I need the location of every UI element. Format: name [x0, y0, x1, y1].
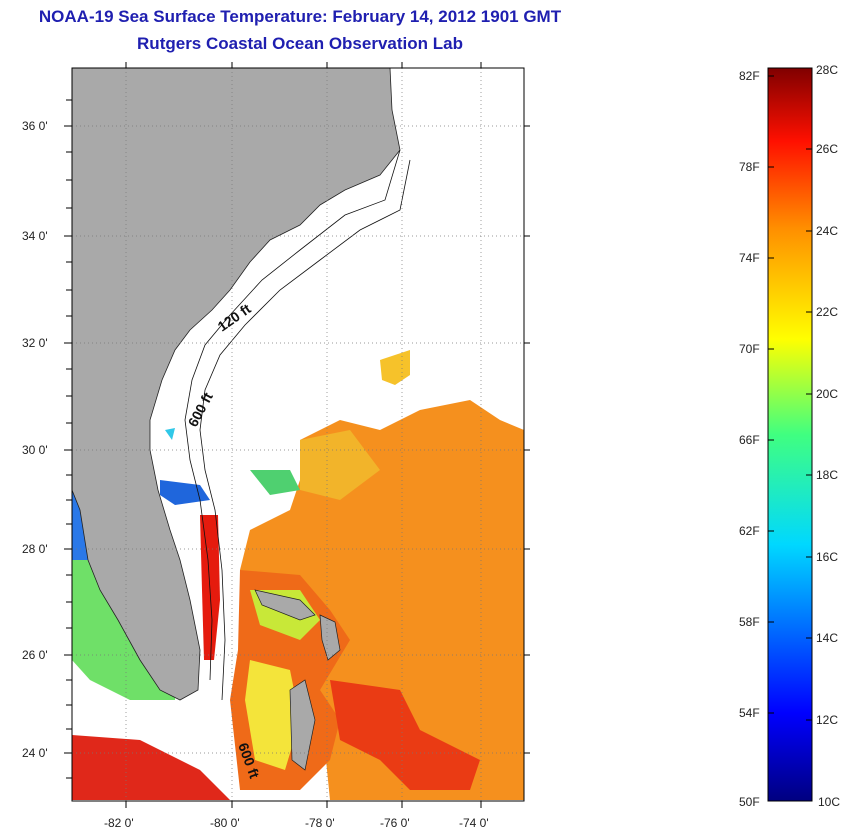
contour-120ft — [184, 149, 401, 681]
lon-label: -78 0' — [305, 816, 335, 830]
land-abaco — [319, 614, 341, 661]
colorbar-f-label: 50F — [739, 795, 760, 809]
lat-label: 36 0' — [22, 119, 48, 133]
colorbar-f-label: 82F — [739, 69, 760, 83]
colorbar-f-label: 66F — [739, 433, 760, 447]
sst-red-region — [330, 680, 480, 790]
map-frame — [71, 67, 525, 802]
colorbar-ticks — [768, 67, 812, 721]
colorbar-c-label: 12C — [816, 713, 838, 727]
land-southeast-us — [72, 68, 401, 701]
land-andros — [289, 679, 316, 771]
lon-label: -82 0' — [104, 816, 134, 830]
lat-label: 30 0' — [22, 443, 48, 457]
contour-600ft — [199, 159, 411, 701]
colorbar-c-label: 16C — [816, 550, 838, 564]
colorbar-c-label: 28C — [816, 63, 838, 77]
sst-layer — [72, 68, 524, 800]
map-subtitle: Rutgers Coastal Ocean Observation Lab — [137, 34, 463, 53]
map-grid — [72, 68, 524, 801]
colorbar-c-label: 18C — [816, 468, 838, 482]
colorbar-c-label: 14C — [816, 631, 838, 645]
colorbar-c-label: 10C — [818, 795, 840, 809]
colorbar-f-label: 58F — [739, 615, 760, 629]
colorbar — [767, 67, 813, 802]
sst-warm-region — [240, 400, 524, 800]
colorbar-f-label: 62F — [739, 524, 760, 538]
land-grand-bahama — [254, 589, 316, 621]
lat-label: 32 0' — [22, 336, 48, 350]
sst-south-band — [72, 735, 230, 800]
colorbar-c-label: 22C — [816, 305, 838, 319]
colorbar-c-label: 20C — [816, 387, 838, 401]
colorbar-f-label: 54F — [739, 706, 760, 720]
sst-coastal-cool — [250, 470, 300, 495]
lon-label: -80 0' — [210, 816, 240, 830]
colorbar-c-label: 26C — [816, 142, 838, 156]
colorbar-f-label: 78F — [739, 160, 760, 174]
sst-patch — [300, 430, 380, 500]
sst-coastal-cold — [160, 480, 210, 505]
lat-label: 34 0' — [22, 229, 48, 243]
lon-label: -74 0' — [459, 816, 489, 830]
colorbar-f-label: 74F — [739, 251, 760, 265]
sst-bank — [245, 660, 300, 770]
frame-ticks — [64, 62, 530, 808]
lat-label: 28 0' — [22, 542, 48, 556]
lat-label: 24 0' — [22, 746, 48, 760]
sst-patch — [380, 350, 410, 385]
sst-coastal-cold — [165, 428, 175, 440]
colorbar-c-label: 24C — [816, 224, 838, 238]
map-title: NOAA-19 Sea Surface Temperature: Februar… — [38, 7, 562, 26]
colorbar-f-label: 70F — [739, 342, 760, 356]
lat-label: 26 0' — [22, 648, 48, 662]
lon-label: -76 0' — [380, 816, 410, 830]
